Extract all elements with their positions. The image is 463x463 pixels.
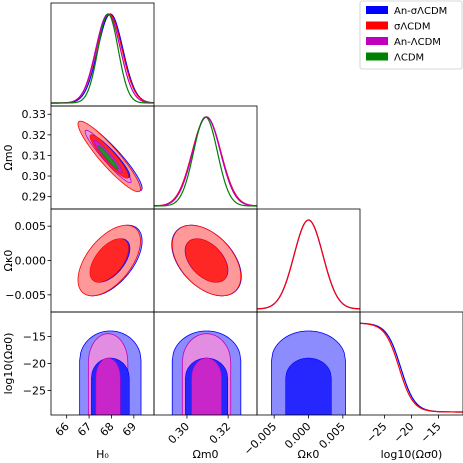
ytick-label-logOs0-0: −25 — [23, 385, 46, 398]
ytick-label-Ok0-2: 0.005 — [15, 220, 47, 233]
marginal-curve-cdm — [154, 116, 257, 207]
xaxis-label-logOs0: log10(Ωσ0) — [381, 448, 443, 461]
ytick-label-Om0-2: 0.31 — [22, 149, 47, 162]
panel-Ok0-vs-H0 — [77, 224, 143, 297]
yaxis-label-Om0: Ωm0 — [2, 144, 15, 170]
xtick-label-logOs0-1: −20 — [391, 420, 417, 446]
xtick-label-logOs0-2: −15 — [418, 420, 444, 446]
legend-label-cdm: ΛCDM — [394, 53, 424, 64]
marginal-curve-cdm — [257, 219, 360, 310]
marginal-H0 — [51, 13, 154, 104]
ytick-label-logOs0-1: −20 — [23, 358, 46, 371]
marginal-curve-cdm — [360, 322, 463, 413]
frame-0-0 — [50, 2, 155, 107]
yaxis-label-Ok0: Ωκ0 — [2, 250, 15, 272]
xtick-label-H0-0: 66 — [53, 420, 72, 439]
xtick-label-Om0-1: 0.32 — [207, 420, 234, 447]
contour-68-cdm — [97, 145, 119, 170]
marginal-curve-ancdm — [257, 219, 360, 310]
xtick-label-Ok0-0: −0.005 — [241, 420, 279, 458]
panel-logOs0-vs-H0 — [79, 330, 142, 415]
legend-label-cdm: σΛCDM — [394, 22, 431, 33]
marginal-Om0 — [154, 116, 257, 207]
ytick-label-Om0-3: 0.32 — [22, 129, 47, 142]
legend-swatch-cdm — [366, 52, 388, 61]
marginal-curve-cdm — [51, 13, 154, 104]
ytick-label-Ok0-1: 0.000 — [15, 255, 47, 268]
ytick-label-Om0-1: 0.30 — [22, 170, 47, 183]
xtick-label-H0-2: 68 — [97, 420, 116, 439]
marginal-curve-ancdm — [154, 116, 257, 207]
panel-Om0-vs-H0 — [77, 120, 143, 193]
marginal-Ok0 — [257, 219, 360, 310]
legend: An-σΛCDM σΛCDM An-ΛCDM ΛCDM — [359, 0, 463, 70]
contour-68-ancdm — [191, 357, 222, 415]
panel-logOs0-vs-Ok0 — [271, 330, 346, 415]
xtick-label-H0-1: 67 — [75, 420, 94, 439]
panels-layer — [51, 13, 463, 415]
marginal-logOs0 — [360, 322, 463, 413]
ytick-label-Om0-0: 0.29 — [22, 191, 47, 204]
contour-68-ancdm — [95, 357, 121, 415]
panel-logOs0-vs-Om0 — [171, 330, 242, 415]
legend-swatch-ancdm — [366, 6, 388, 14]
xaxis-label-Ok0: Ωκ0 — [298, 448, 320, 461]
panel-Ok0-vs-Om0 — [171, 224, 242, 297]
xtick-label-Om0-0: 0.30 — [166, 420, 193, 447]
legend-label-ancdm: An-σΛCDM — [394, 6, 447, 17]
frame-2-2 — [256, 208, 361, 313]
marginal-curve-cdm — [154, 116, 257, 207]
xaxis-label-H0: H₀ — [96, 448, 109, 461]
xtick-label-Ok0-2: 0.005 — [316, 420, 347, 451]
xtick-label-logOs0-0: −25 — [364, 420, 390, 446]
xtick-label-Ok0-1: 0.000 — [282, 420, 313, 451]
legend-swatch-ancdm — [366, 37, 388, 45]
ytick-label-logOs0-2: −15 — [23, 330, 46, 343]
contour-68-cdm — [89, 238, 129, 283]
legend-box — [359, 0, 463, 70]
frames-layer — [50, 2, 463, 416]
contour-68-ancdm — [285, 357, 332, 415]
xaxis-label-Om0: Ωm0 — [192, 448, 218, 461]
contour-68-cdm — [185, 238, 228, 283]
ytick-label-Ok0-0: −0.005 — [5, 289, 46, 302]
yaxis-label-logOs0: log10(Ωσ0) — [2, 333, 15, 395]
legend-swatch-cdm — [366, 21, 388, 30]
legend-label-ancdm: An-ΛCDM — [394, 37, 441, 48]
marginal-curve-ancdm — [154, 116, 257, 207]
xtick-label-H0-3: 69 — [120, 420, 139, 439]
frame-1-1 — [153, 105, 258, 210]
ytick-label-Om0-4: 0.33 — [22, 108, 47, 121]
